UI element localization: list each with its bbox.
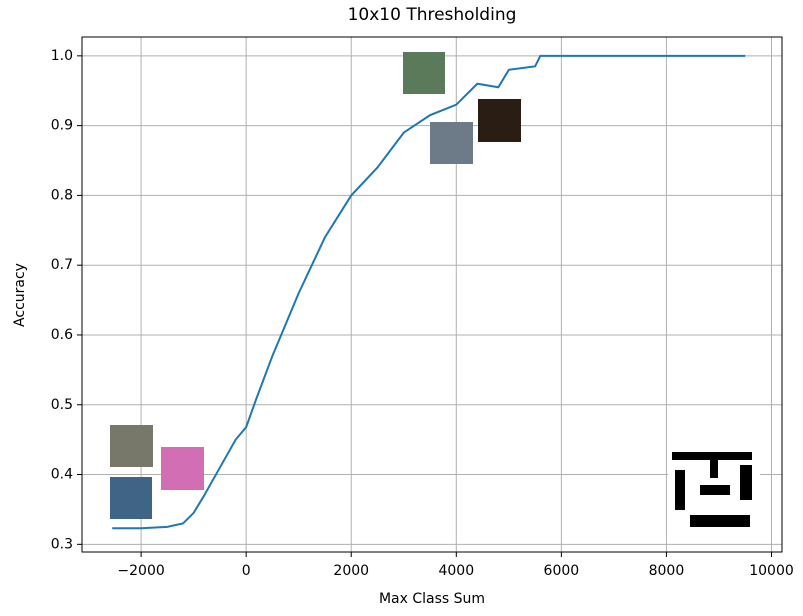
x-tick-label: 0 bbox=[242, 563, 251, 579]
thumbnail bbox=[478, 99, 521, 142]
y-tick-label: 0.6 bbox=[51, 327, 73, 343]
thumbnail bbox=[110, 425, 153, 467]
x-tick-label: −2000 bbox=[117, 563, 164, 579]
data-line bbox=[112, 54, 746, 530]
y-tick-label: 0.8 bbox=[51, 187, 73, 203]
y-tick-label: 0.4 bbox=[51, 467, 73, 483]
chart-title: 10x10 Thresholding bbox=[348, 5, 517, 25]
y-tick-label: 0.3 bbox=[51, 536, 73, 552]
y-tick-label: 0.7 bbox=[51, 257, 73, 273]
x-axis-label: Max Class Sum bbox=[379, 591, 485, 607]
thumbnail bbox=[430, 122, 473, 164]
x-tick-label: 6000 bbox=[544, 563, 580, 579]
x-tick-label: 4000 bbox=[438, 563, 474, 579]
thumbnail bbox=[161, 447, 204, 490]
thumbnail bbox=[110, 477, 152, 519]
plot-frame bbox=[81, 36, 783, 553]
x-tick-label: 8000 bbox=[649, 563, 685, 579]
x-tick-label: 2000 bbox=[333, 563, 369, 579]
y-tick-label: 0.9 bbox=[51, 118, 73, 134]
thumbnails bbox=[110, 52, 760, 534]
x-tick-label: 10000 bbox=[749, 563, 794, 579]
y-tick-label: 1.0 bbox=[51, 48, 73, 64]
y-axis-label: Accuracy bbox=[12, 263, 28, 327]
noise-image bbox=[668, 446, 760, 534]
y-tick-label: 0.5 bbox=[51, 397, 73, 413]
thumbnail bbox=[403, 52, 445, 94]
plot bbox=[112, 54, 746, 530]
noise-pattern bbox=[672, 452, 752, 527]
